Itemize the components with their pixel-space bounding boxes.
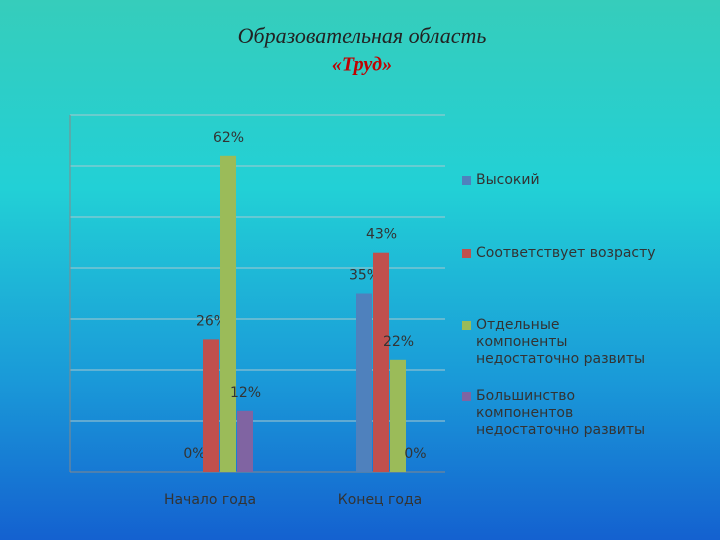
x-tick-label: Конец года (338, 492, 422, 508)
legend-item: Большинство компонентов недостаточно раз… (462, 388, 651, 439)
x-tick-label: Начало года (164, 492, 256, 508)
bar (356, 293, 372, 472)
data-label: 35% (349, 268, 380, 284)
data-label: 0% (404, 446, 426, 462)
bar (373, 252, 389, 472)
legend-label: Высокий (476, 172, 540, 188)
legend-swatch (462, 176, 471, 185)
legend-swatch (462, 249, 471, 258)
legend-label: Отдельные компоненты недостаточно развит… (476, 317, 646, 367)
legend-label: Соответствует возрасту (476, 245, 656, 261)
data-label: 26% (196, 313, 227, 329)
data-label: 12% (230, 385, 261, 401)
legend-item: Отдельные компоненты недостаточно развит… (462, 317, 651, 368)
bar (220, 155, 236, 473)
legend-swatch (462, 392, 471, 401)
data-label: 22% (383, 334, 414, 350)
legend-item: Высокий (462, 172, 540, 189)
data-label: 43% (366, 227, 397, 243)
legend-item: Соответствует возрасту (462, 245, 656, 262)
legend-label: Большинство компонентов недостаточно раз… (476, 388, 646, 438)
chart-subtitle: «Труд» (332, 54, 392, 76)
bar (390, 359, 406, 472)
legend-swatch (462, 321, 471, 330)
data-label: 62% (213, 130, 244, 146)
chart-title: Образовательная область (238, 23, 487, 48)
data-label: 0% (183, 446, 205, 462)
bar (203, 339, 219, 472)
bar (237, 410, 253, 472)
